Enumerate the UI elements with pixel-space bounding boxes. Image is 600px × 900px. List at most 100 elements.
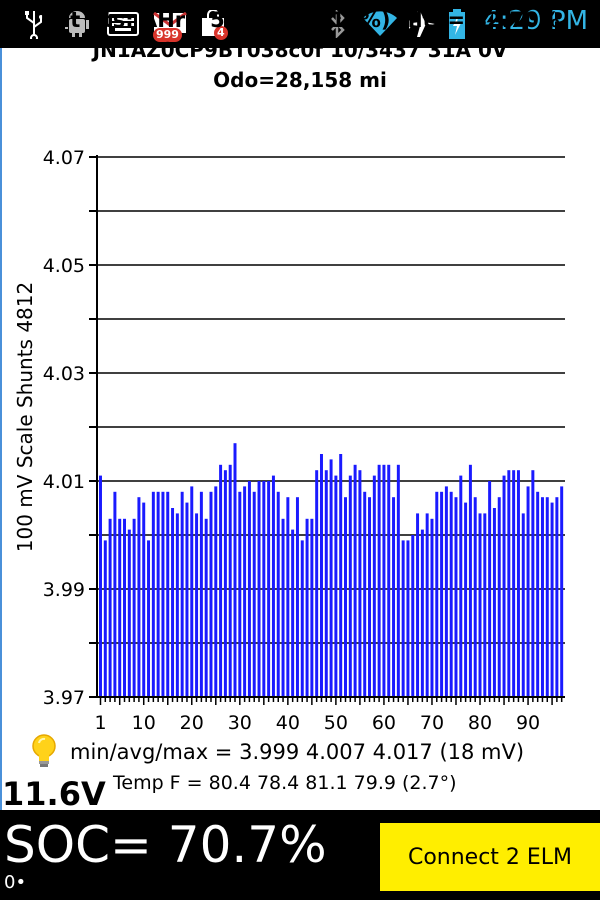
y-tick-label: 3.99 [43, 579, 85, 601]
x-tick-label: 20 [180, 712, 204, 734]
bar [449, 491, 453, 697]
bar [243, 486, 247, 697]
bar [295, 497, 299, 697]
bar [430, 518, 434, 697]
bar [228, 464, 232, 697]
soc-sub-label: 0• [4, 872, 27, 893]
bar [204, 518, 208, 697]
bar [199, 491, 203, 697]
bar [540, 497, 544, 697]
bar [142, 502, 146, 697]
bar [319, 454, 323, 697]
connect-elm-button[interactable]: Connect 2 ELM [380, 823, 600, 891]
bar [247, 481, 251, 697]
bar [516, 470, 520, 697]
bar [99, 475, 102, 697]
bar [521, 513, 525, 697]
bar [392, 497, 396, 697]
bar [425, 513, 429, 697]
y-tick-label: 4.05 [43, 255, 85, 277]
bar [497, 497, 501, 697]
bar [507, 470, 511, 697]
bar [252, 491, 256, 697]
bar [113, 491, 117, 697]
bar [305, 518, 309, 697]
bar [175, 513, 179, 697]
y-tick-label: 4.01 [43, 471, 85, 493]
bar [488, 481, 492, 697]
bar [267, 481, 271, 697]
bar [406, 540, 410, 697]
aux-voltage: 11.6V [2, 775, 106, 813]
x-tick-label: 1 [94, 712, 106, 734]
bar [209, 491, 213, 697]
bar [271, 475, 275, 697]
vin-line: JN1AZ0CP9BT038c0f 10/3437 31A 0V [92, 38, 508, 62]
bar [348, 475, 352, 697]
bar [492, 508, 496, 697]
bar [502, 475, 506, 697]
bar [103, 540, 107, 697]
bar [214, 486, 218, 697]
bar [180, 491, 184, 697]
x-tick-label: 90 [516, 712, 540, 734]
soc-readout: SOC= 70.7% [4, 816, 327, 874]
bluetooth-icon [327, 8, 349, 40]
cell-voltage-chart: 4.07 4.05 4.03 4.01 3.99 3.97 1 10 20 30 40 50 60 70 8… [43, 147, 565, 734]
bar [108, 518, 112, 697]
bar [459, 475, 463, 697]
store-badge: 4 [214, 26, 228, 40]
bar [353, 464, 357, 697]
min-avg-max: min/avg/max = 3.999 4.007 4.017 (18 mV) [70, 740, 525, 764]
gmail-badge: 999 [153, 28, 182, 42]
x-tick-label: 80 [468, 712, 492, 734]
airplane-icon [406, 8, 438, 40]
bar [233, 443, 237, 697]
bar [147, 540, 151, 697]
bar [310, 518, 314, 697]
bar [257, 481, 261, 697]
bar [545, 497, 549, 697]
bar [132, 518, 136, 697]
bar [156, 491, 160, 697]
bar [339, 454, 343, 697]
bar [387, 464, 391, 697]
lightbulb-icon[interactable] [30, 733, 58, 769]
bar [526, 486, 530, 697]
usb-icon [20, 8, 48, 40]
bar [435, 491, 439, 697]
bar [161, 491, 165, 697]
bar [329, 459, 333, 697]
y-tick-label: 3.97 [43, 687, 85, 709]
bar [123, 518, 126, 697]
battery-icon [446, 8, 468, 40]
bar [550, 502, 554, 697]
y-tick-label: 4.07 [43, 147, 85, 169]
clock: 4:29 PM [483, 6, 588, 36]
bar [454, 497, 458, 697]
bar [440, 491, 444, 697]
status-bar: 999 4 4:29 PM [0, 0, 600, 48]
bar [118, 518, 122, 697]
bar [536, 491, 540, 697]
bar [291, 529, 295, 697]
bar [166, 491, 170, 697]
keyboard-icon [106, 8, 140, 40]
x-tick-label: 50 [324, 712, 348, 734]
bar [382, 464, 386, 697]
temperature-readout: Temp F = 80.4 78.4 81.1 79.9 (2.7°) [113, 772, 457, 794]
bar [483, 513, 487, 697]
bar [358, 470, 362, 697]
bar [377, 464, 381, 697]
bar [262, 481, 266, 697]
bar [334, 475, 338, 697]
bar [315, 470, 319, 697]
bar [420, 529, 424, 697]
bar [223, 470, 227, 697]
bar [151, 491, 155, 697]
bar [555, 497, 559, 697]
x-tick-label: 60 [372, 712, 396, 734]
bar [190, 486, 194, 697]
wifi-icon [360, 8, 400, 40]
bar [300, 540, 304, 697]
